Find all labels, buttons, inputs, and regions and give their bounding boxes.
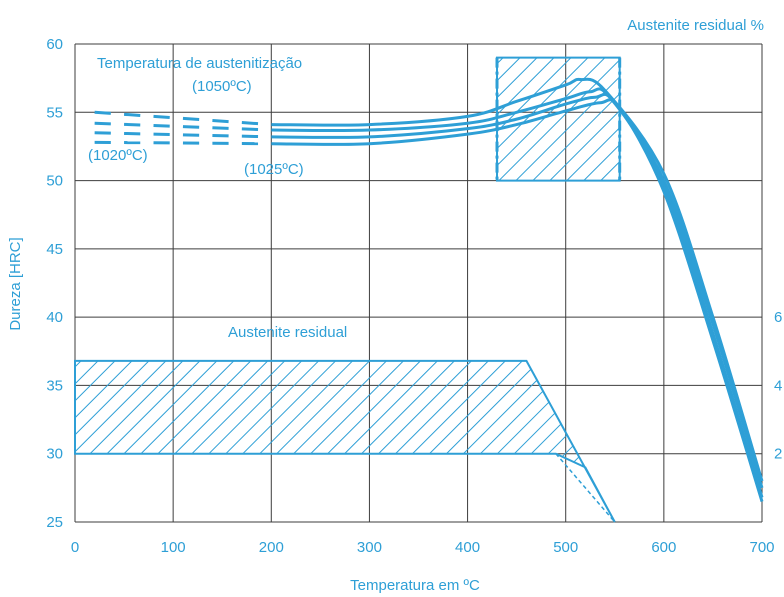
series-2-dash-3 [153,123,170,128]
region-dashed-edge [555,453,616,523]
series-1-dash-5 [212,118,229,124]
series-line-1 [271,77,764,482]
series-1-dash-4 [182,116,200,122]
label-1050: (1050ºC) [192,78,252,95]
label-1025: (1025ºC) [244,161,304,178]
tick-labels: 0 100 200 300 400 500 600 700 25 30 35 40 45 50 55 60 2 4… [46,36,782,556]
series-2-dash-2 [124,122,141,127]
x-tick-label-400: 400 [455,539,480,556]
series-lines [271,77,764,502]
legend-title: Temperatura de austenitização [97,55,302,72]
series-2-dash-6 [241,127,259,132]
y-tick-label-35: 35 [46,377,63,394]
y-axis-label: Dureza [HRC] [7,237,24,330]
series-line-4 [271,98,764,502]
shaded-regions [74,56,622,523]
dashed-series-starts [94,110,259,146]
shaded-region-1 [74,359,616,523]
y-tick-label-25: 25 [46,514,63,531]
y2-tick-label-4: 4 [774,377,782,394]
x-tick-label-100: 100 [161,539,186,556]
y-tick-label-60: 60 [46,36,63,53]
y-tick-label-55: 55 [46,104,63,121]
series-1-dash-1 [94,110,111,115]
x-tick-label-700: 700 [749,539,774,556]
y-tick-label-50: 50 [46,173,63,190]
y-tick-label-30: 30 [46,446,63,463]
y2-tick-label-2: 2 [774,446,782,463]
x-tick-label-0: 0 [71,539,79,556]
series-2-dash-1 [94,121,111,126]
region-label: Austenite residual [228,324,347,341]
secondary-axis-label: Austenite residual % [627,17,764,34]
series-2-dash-4 [182,125,200,129]
series-line-3 [271,92,764,498]
series-line-2 [271,87,764,489]
label-1020: (1020ºC) [88,147,148,164]
y-tick-label-40: 40 [46,309,63,326]
x-tick-label-500: 500 [553,539,578,556]
x-axis-label: Temperatura em ºC [350,577,480,594]
series-1-dash-3 [153,114,170,120]
series-2-dash-5 [212,126,229,130]
x-tick-label-600: 600 [651,539,676,556]
series-1-dash-2 [123,112,141,117]
x-tick-label-200: 200 [259,539,284,556]
x-tick-label-300: 300 [357,539,382,556]
series-1-dash-6 [241,121,259,126]
y-tick-label-45: 45 [46,241,63,258]
y2-tick-label-6: 6 [774,309,782,326]
